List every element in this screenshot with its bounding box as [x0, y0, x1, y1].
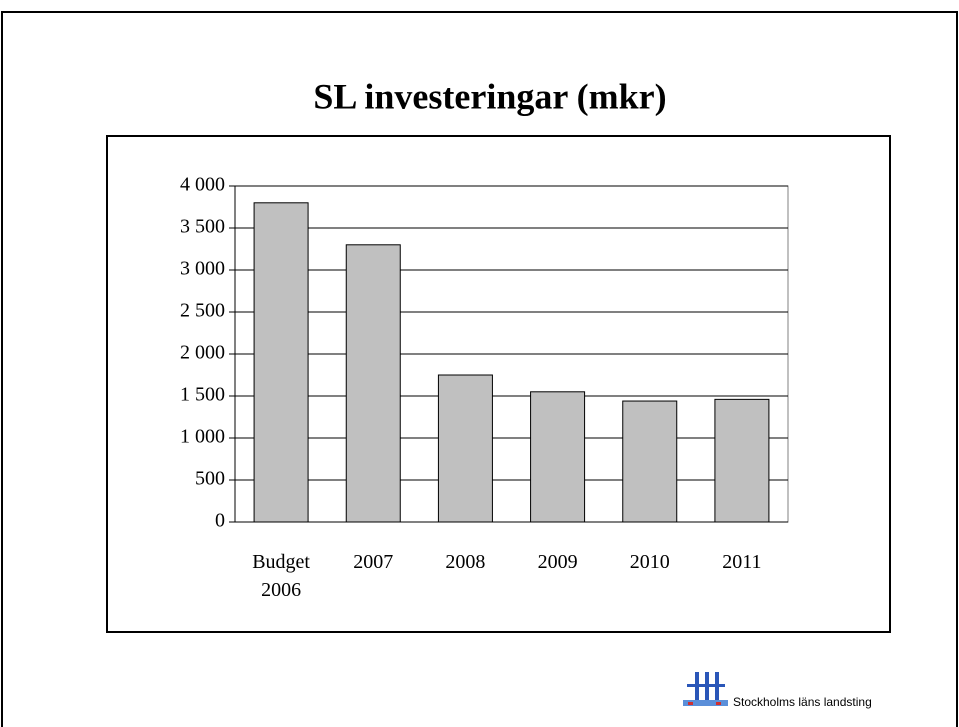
x-tick-label: 2010 — [629, 551, 670, 573]
y-tick-label: 2 000 — [180, 342, 225, 364]
bar — [622, 400, 678, 523]
logo — [683, 672, 728, 708]
logo-bar — [687, 684, 725, 687]
y-tick-label: 1 500 — [180, 384, 225, 406]
bar — [530, 391, 586, 523]
chart-frame — [106, 135, 891, 633]
footer-text: Stockholms läns landsting — [733, 695, 872, 709]
y-tick-label: 1 000 — [180, 426, 225, 448]
logo-base — [683, 700, 728, 706]
y-tick-label: 2 500 — [180, 300, 225, 322]
logo-dot — [716, 702, 721, 705]
x-tick-label: 2007 — [353, 551, 394, 573]
x-tick-label: 2009 — [537, 551, 578, 573]
bar — [437, 374, 493, 523]
x-tick-label: Budget 2006 — [252, 551, 310, 601]
x-tick-label: 2008 — [445, 551, 486, 573]
bar — [345, 244, 401, 523]
y-tick-label: 500 — [195, 468, 225, 490]
bar — [253, 202, 309, 523]
bar — [714, 398, 770, 523]
slide-border — [1, 11, 958, 727]
y-tick-label: 4 000 — [180, 174, 225, 196]
x-tick-label: 2011 — [722, 551, 762, 573]
y-tick-label: 0 — [215, 510, 225, 532]
logo-dot — [688, 702, 693, 705]
y-tick-label: 3 500 — [180, 216, 225, 238]
y-tick-label: 3 000 — [180, 258, 225, 280]
chart-title: SL investeringar (mkr) — [313, 76, 666, 116]
